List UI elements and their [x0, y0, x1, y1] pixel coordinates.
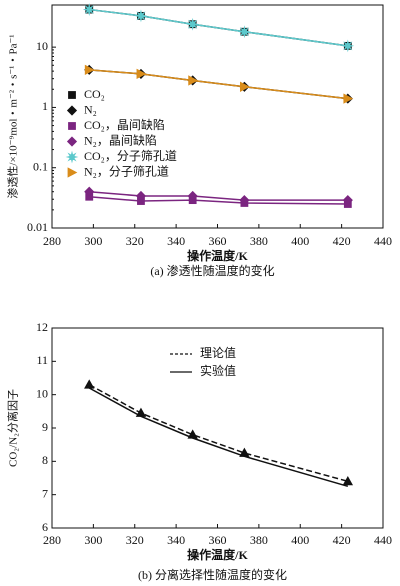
marker [239, 195, 250, 206]
x-tick-label: 360 [209, 533, 227, 547]
y-tick-label: 0.01 [27, 220, 48, 234]
x-tick-label: 340 [167, 533, 185, 547]
x-tick-label: 440 [374, 234, 392, 248]
legend-label: N₂，晶间缺陷 [84, 132, 157, 147]
marker [84, 64, 95, 76]
x-axis-title: 操作温度/K [187, 547, 248, 562]
y-tick-label: 1 [42, 99, 48, 113]
y-tick-label: 11 [36, 353, 48, 367]
marker [237, 25, 251, 39]
series-line [88, 387, 349, 488]
x-tick-label: 320 [126, 533, 144, 547]
legend-label: CO₂，分子筛孔道 [84, 148, 177, 163]
x-tick-label: 340 [167, 234, 185, 248]
legend-label: 理论值 [200, 345, 236, 360]
legend-label: CO₂ [84, 87, 105, 101]
marker [187, 190, 198, 202]
marker [134, 9, 148, 23]
y-axis-title: CO₂/N₂分离因子 [6, 389, 20, 467]
series-line [89, 8, 348, 47]
marker [188, 75, 199, 86]
marker [82, 3, 96, 16]
x-tick-label: 280 [43, 533, 61, 547]
y-tick-label: 10 [36, 39, 48, 53]
x-tick-label: 300 [84, 533, 102, 547]
y-tick-label: 10 [36, 386, 48, 400]
caption: (a) 渗透性随温度的变化 [150, 263, 274, 278]
caption: (b) 分离选择性随温度的变化 [138, 567, 287, 582]
marker [135, 190, 147, 202]
x-tick-label: 440 [374, 533, 392, 547]
marker [66, 136, 78, 147]
marker [341, 39, 355, 53]
legend-label: N₂ [84, 102, 97, 116]
y-tick-label: 6 [42, 520, 48, 534]
plot-frame [51, 4, 384, 229]
x-tick-label: 400 [291, 234, 309, 248]
series-line [88, 384, 349, 483]
y-axis-title: 渗透性/×10⁻⁹mol・m⁻²・s⁻¹・Pa⁻¹ [6, 34, 20, 198]
y-tick-label: 7 [42, 486, 48, 500]
legend-label: 实验值 [200, 363, 236, 378]
x-tick-label: 360 [209, 234, 227, 248]
marker [343, 93, 354, 104]
x-tick-label: 420 [333, 533, 351, 547]
marker [342, 476, 354, 486]
x-tick-label: 420 [333, 234, 351, 248]
marker [239, 81, 250, 92]
y-tick-label: 0.1 [33, 159, 48, 173]
y-tick-label: 12 [36, 320, 48, 334]
legend-label: CO₂，晶间缺陷 [84, 117, 165, 132]
x-tick-label: 380 [250, 533, 268, 547]
x-tick-label: 380 [250, 234, 268, 248]
marker [68, 122, 76, 130]
x-tick-label: 320 [126, 234, 144, 248]
x-tick-label: 400 [291, 533, 309, 547]
series-line [89, 69, 348, 100]
y-tick-label: 9 [42, 420, 48, 434]
marker [67, 167, 78, 178]
y-tick-label: 8 [42, 453, 48, 467]
marker [136, 68, 147, 80]
marker [186, 17, 200, 31]
x-tick-label: 300 [84, 234, 102, 248]
series-line [89, 190, 348, 201]
x-axis-title: 操作温度/K [187, 248, 248, 263]
marker [84, 186, 95, 197]
x-tick-label: 280 [43, 234, 61, 248]
marker [68, 91, 76, 99]
marker [342, 195, 353, 206]
marker [84, 379, 95, 389]
marker [66, 105, 78, 116]
marker [65, 150, 79, 164]
legend-label: N₂，分子筛孔道 [84, 163, 169, 178]
